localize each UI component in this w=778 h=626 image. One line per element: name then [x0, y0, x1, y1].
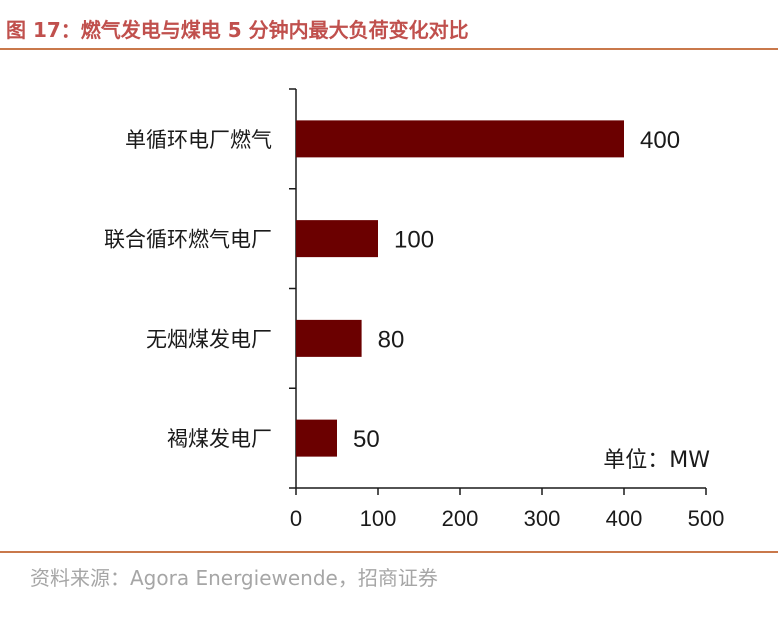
tick-label: 300 [524, 506, 561, 531]
title-divider [0, 48, 778, 50]
category-label: 单循环电厂燃气 [125, 128, 272, 152]
tick-label: 100 [360, 506, 397, 531]
tick-labels: 0 100 200 300 400 500 [290, 506, 724, 531]
tick-label: 0 [290, 506, 302, 531]
data-label: 400 [640, 127, 680, 154]
tick-label: 200 [442, 506, 479, 531]
data-labels: 400 100 80 50 [353, 127, 680, 453]
tick-label: 400 [606, 506, 643, 531]
bar [296, 120, 624, 158]
bar [296, 419, 337, 457]
category-label: 联合循环燃气电厂 [104, 228, 272, 252]
bar [296, 319, 362, 357]
category-label: 褐煤发电厂 [167, 427, 272, 451]
tick-label: 500 [688, 506, 725, 531]
bar [296, 220, 378, 258]
value-axis [295, 487, 707, 495]
data-label: 80 [378, 326, 405, 353]
data-label: 50 [353, 426, 380, 453]
unit-note: 单位：MW [603, 448, 710, 473]
data-label: 100 [394, 227, 434, 254]
category-label: 无烟煤发电厂 [146, 327, 272, 351]
bar-series [296, 120, 624, 457]
figure-title: 图 17：燃气发电与煤电 5 分钟内最大负荷变化对比 [6, 18, 469, 42]
source-note: 资料来源：Agora Energiewende，招商证券 [30, 566, 438, 590]
category-axis [289, 88, 297, 489]
source-divider [0, 551, 778, 553]
